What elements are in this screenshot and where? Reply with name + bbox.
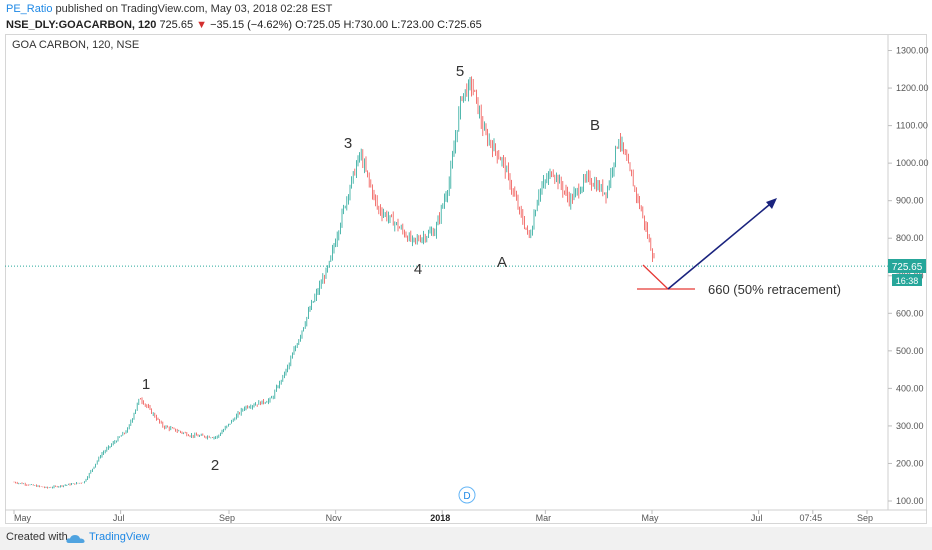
go-to-date-button[interactable] [458, 486, 476, 504]
change-value: −35.15 (−4.62%) [210, 19, 293, 31]
time-tick-label: 2018 [430, 513, 450, 523]
footer-created: Created with [6, 531, 68, 543]
last-price-tag-text: 725.65 [892, 262, 923, 273]
arrow-head-icon [766, 198, 777, 209]
go-to-date-label: D [463, 491, 470, 502]
price-tick-label: 1200.00 [896, 83, 929, 93]
wave-label-b: B [590, 117, 600, 134]
wave-label-1: 1 [142, 376, 150, 393]
chart-frame [5, 34, 927, 524]
time-tick-label: Sep [219, 513, 235, 523]
time-axis[interactable]: May Jul Sep Nov 2018 Mar May Jul 07:45 Sep [13, 510, 873, 523]
tradingview-cloud-icon [66, 535, 85, 543]
footer: Created with TradingView [0, 527, 932, 550]
down-arrow-icon: ▼ [196, 19, 208, 31]
wave-label-5: 5 [456, 63, 464, 80]
ohlc-close: C:725.65 [437, 19, 482, 31]
time-tick-label: Sep [857, 513, 873, 523]
retracement-annotation[interactable]: 660 (50% retracement) [708, 282, 841, 297]
publish-line: PE_Ratio published on TradingView.com, M… [6, 3, 332, 15]
price-tick-label: 1100.00 [896, 121, 928, 131]
wave-label-4: 4 [414, 261, 422, 278]
time-tick-label: Jul [751, 513, 763, 523]
author-link[interactable]: PE_Ratio [6, 3, 53, 15]
price-tick-label: 1000.00 [896, 158, 929, 168]
ohlc-open: O:725.05 [295, 19, 341, 31]
ohlc-low: L:723.00 [391, 19, 435, 31]
wave-label-a: A [497, 254, 507, 271]
price-tick-label: 1300.00 [896, 46, 929, 56]
publish-info: published on TradingView.com, May 03, 20… [55, 3, 333, 15]
chart-title: GOA CARBON, 120, NSE [12, 39, 139, 51]
last-price-tag [888, 259, 926, 273]
last-price-value: 725.65 [159, 19, 194, 31]
countdown-text: 16:38 [896, 276, 919, 286]
price-tick-label: 200.00 [896, 458, 924, 468]
time-tick-label: Mar [536, 513, 552, 523]
ohlc-high: H:730.00 [343, 19, 389, 31]
time-tick-label: Nov [326, 513, 343, 523]
candles [13, 76, 655, 489]
symbol-label: NSE_DLY:GOACARBON, 120 [6, 19, 157, 31]
price-tick-label: 600.00 [896, 308, 924, 318]
wave-labels: 1 2 3 4 5 A B [142, 63, 600, 474]
price-tick-label: 800.00 [896, 233, 924, 243]
time-tick-label: May [14, 513, 32, 523]
price-tick-label: 400.00 [896, 383, 924, 393]
price-axis[interactable]: 1300.00 1200.00 1100.00 1000.00 900.00 800.00… [888, 46, 929, 506]
price-tick-label: 100.00 [896, 496, 924, 506]
time-tick-label: 07:45 [800, 513, 823, 523]
tradingview-link[interactable]: TradingView [89, 531, 150, 543]
projection-up-arrow[interactable] [667, 199, 776, 290]
price-tick-label: 500.00 [896, 346, 924, 356]
time-tick-label: May [641, 513, 659, 523]
price-tick-label: 300.00 [896, 421, 924, 431]
countdown-tag [892, 274, 922, 286]
time-tick-label: Jul [113, 513, 125, 523]
wave-label-3: 3 [344, 135, 352, 152]
wave-label-2: 2 [211, 457, 219, 474]
symbol-line: NSE_DLY:GOACARBON, 120 725.65 ▼ −35.15 (… [6, 19, 482, 31]
price-tick-label: 900.00 [896, 196, 924, 206]
projection-down-line[interactable] [642, 264, 669, 290]
